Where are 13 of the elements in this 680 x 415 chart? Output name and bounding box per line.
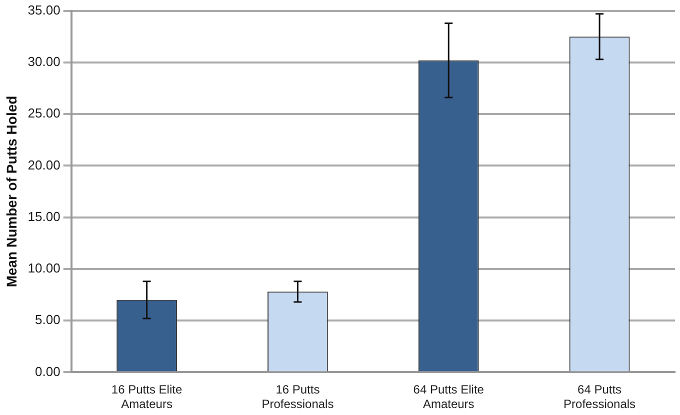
y-tick-label: 20.00	[28, 157, 60, 172]
x-tick-label: 64 Putts Professionals	[564, 382, 636, 412]
y-tick-label: 35.00	[28, 2, 60, 18]
y-tick-label: 5.00	[35, 312, 60, 328]
x-tick-label: 16 Putts Professionals	[262, 382, 334, 412]
y-tick-label: 15.00	[28, 208, 60, 224]
y-tick-label: 10.00	[28, 260, 60, 276]
x-tick-label: 16 Putts Elite Amateurs	[111, 382, 182, 412]
x-tick-label: 64 Putts Elite Amateurs	[413, 382, 484, 412]
y-tick-label: 25.00	[28, 106, 60, 121]
y-tick-label: 0.00	[35, 364, 60, 379]
y-axis-title: Mean Number of Putts Holed	[3, 96, 20, 288]
y-tick-label: 30.00	[28, 54, 60, 70]
